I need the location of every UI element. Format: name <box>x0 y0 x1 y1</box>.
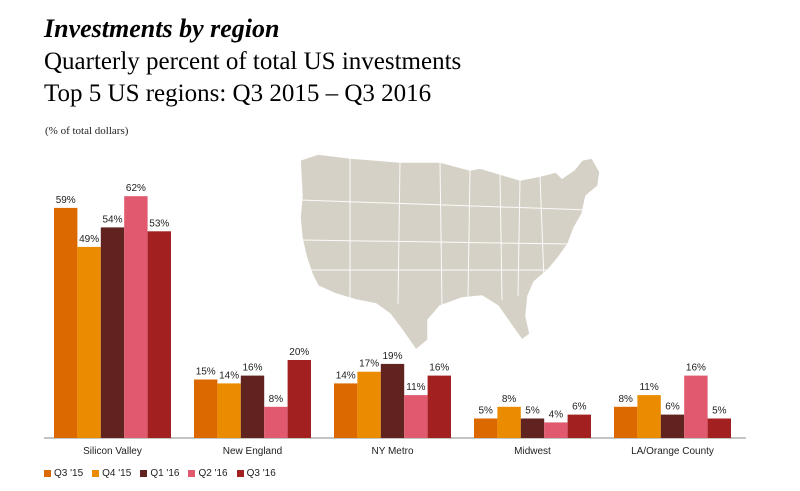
bar-series-group <box>54 196 731 438</box>
bar-value-label: 11% <box>639 382 658 393</box>
chart-legend: Q3 '15 Q4 '15 Q1 '16 Q2 '16 Q3 '16 <box>44 468 276 479</box>
bar-value-label: 19% <box>382 351 402 362</box>
bar-value-label: 6% <box>665 402 680 413</box>
bar <box>614 406 638 438</box>
bar <box>357 371 381 438</box>
unit-note: (% of total dollars) <box>45 125 129 137</box>
bar-value-label: 62% <box>126 183 146 194</box>
bar-value-label: 8% <box>269 394 284 405</box>
bar <box>100 227 125 438</box>
bar <box>684 375 708 438</box>
bar-value-label: 5% <box>712 406 727 417</box>
bar-value-label: 8% <box>618 394 633 405</box>
chart-subtitle-line2: Top 5 US regions: Q3 2015 – Q3 2016 <box>44 80 432 107</box>
us-state-borders <box>299 158 591 307</box>
bar-value-label: 6% <box>572 402 587 413</box>
bar-value-label: 8% <box>502 394 517 405</box>
bar <box>77 246 101 438</box>
bar-value-label: 15% <box>196 367 216 378</box>
legend-item: Q3 '15 <box>44 468 83 479</box>
bar <box>217 383 241 438</box>
bar <box>380 363 405 438</box>
bar-value-label: 14% <box>219 370 239 381</box>
bar <box>707 418 731 438</box>
bar-value-label: 5% <box>478 406 493 417</box>
legend-label: Q1 '16 <box>150 468 180 479</box>
legend-item: Q1 '16 <box>140 468 179 479</box>
bar-value-label: 53% <box>149 218 169 229</box>
chart-subtitle-line1: Quarterly percent of total US investment… <box>44 48 462 75</box>
value-label-group: 59%49%54%62%53%15% 14%16%8%20%14%17%19%11… <box>56 183 727 420</box>
bar-value-label: 59% <box>56 195 76 206</box>
legend-label: Q3 '15 <box>54 468 84 479</box>
legend-item: Q3 '16 <box>236 468 276 479</box>
bar <box>497 406 521 438</box>
legend-label: Q4 '15 <box>102 468 132 479</box>
legend-item: Q2 '16 <box>188 468 228 479</box>
legend-swatch <box>44 470 51 477</box>
bar-value-label: 49% <box>79 234 99 245</box>
category-label: Silicon Valley <box>83 446 142 457</box>
bar <box>637 395 661 438</box>
bar-value-label: 11% <box>406 382 425 393</box>
bar-value-label: 16% <box>429 363 449 374</box>
bar <box>474 418 498 438</box>
us-map-silhouette <box>299 153 601 352</box>
bar <box>334 383 358 438</box>
legend-swatch <box>140 470 148 477</box>
bar <box>660 414 685 438</box>
bar <box>124 196 148 438</box>
bar <box>427 375 451 438</box>
category-label: LA/Orange County <box>631 446 714 457</box>
category-label: Midwest <box>514 446 551 457</box>
bar-value-label: 14% <box>336 370 356 381</box>
bar-value-label: 17% <box>359 359 379 370</box>
bar <box>54 207 78 438</box>
category-label-group: Silicon Valley New England NY Metro Midwest… <box>83 446 714 457</box>
chart-title: Investments by region <box>44 14 280 43</box>
bar <box>287 360 311 438</box>
bar-value-label: 16% <box>686 363 706 374</box>
bar <box>194 379 218 438</box>
bar <box>264 406 288 438</box>
legend-label: Q3 '16 <box>246 468 276 479</box>
legend-swatch <box>236 470 244 477</box>
category-label: New England <box>223 446 282 457</box>
legend-item: Q4 '15 <box>92 468 131 479</box>
bar <box>240 375 265 438</box>
legend-swatch <box>188 470 196 477</box>
bar <box>567 414 591 438</box>
bar <box>544 422 568 438</box>
category-label: NY Metro <box>371 446 413 457</box>
us-map <box>299 153 601 352</box>
bar-value-label: 5% <box>525 406 540 417</box>
legend-label: Q2 '16 <box>198 468 228 479</box>
bar-value-label: 4% <box>549 409 564 420</box>
bar-value-label: 20% <box>289 347 309 358</box>
bar <box>147 231 171 438</box>
bar-value-label: 54% <box>102 214 122 225</box>
bar-value-label: 16% <box>242 363 262 374</box>
legend-swatch <box>92 470 100 477</box>
bar <box>404 395 428 438</box>
bar <box>520 418 545 438</box>
